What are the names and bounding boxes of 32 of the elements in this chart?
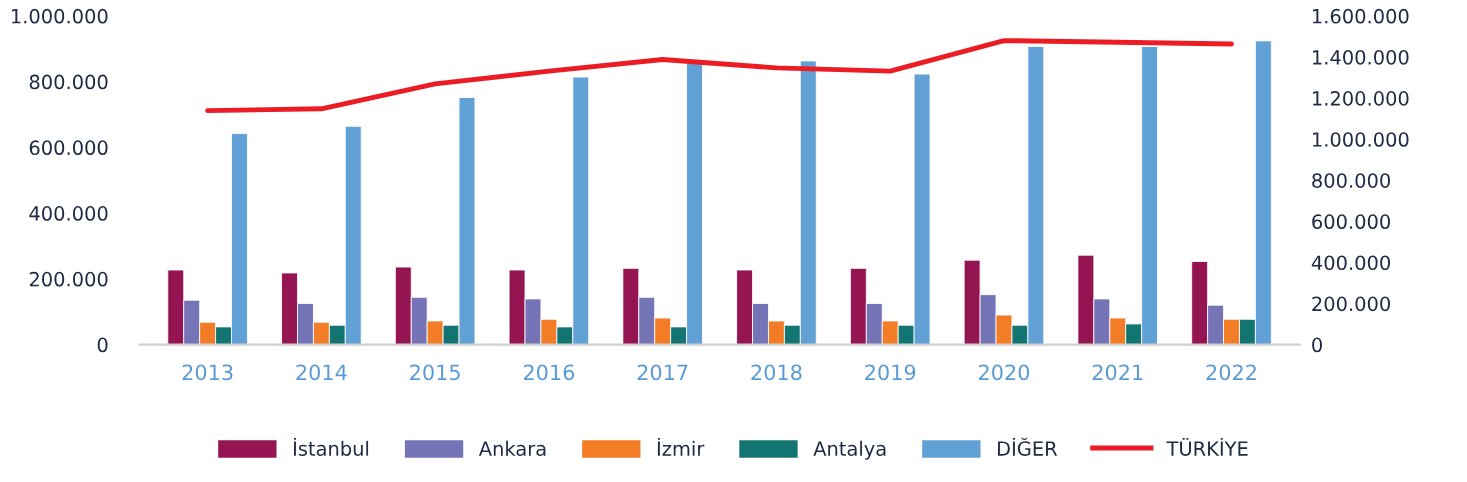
y-tick-label: 600.000 xyxy=(29,140,108,156)
legend-label: TÜRKİYE xyxy=(1166,437,1248,456)
y-tick-label: 800.000 xyxy=(29,74,108,90)
y-tick-label: 200.000 xyxy=(29,271,108,287)
y2-tick-label: 800.000 xyxy=(1312,173,1390,188)
x-tick-label: 2020 xyxy=(978,364,1030,381)
y-tick-label: 400.000 xyxy=(29,206,108,221)
y2-tick-label: 0 xyxy=(1312,337,1322,353)
y2-tick-label: 600.000 xyxy=(1312,214,1390,230)
x-tick-label: 2013 xyxy=(182,364,233,381)
x-tick-label: 2021 xyxy=(1092,364,1143,381)
legend-label: İzmir xyxy=(657,437,705,456)
legend-label: Antalya xyxy=(813,440,886,460)
y-tick-label: 0 xyxy=(97,337,108,353)
y2-tick-label: 1.000.000 xyxy=(1313,132,1409,147)
y-tick-label: 1.000.000 xyxy=(11,8,108,24)
legend-label: DİĞER xyxy=(997,437,1058,456)
line-series xyxy=(205,38,1234,114)
y2-tick-label: 200.000 xyxy=(1312,296,1390,312)
x-tick-label: 2016 xyxy=(523,364,575,381)
x-tick-label: 2019 xyxy=(865,364,916,381)
x-tick-label: 2022 xyxy=(1206,364,1256,381)
x-tick-label: 2018 xyxy=(751,364,802,381)
legend-label: İstanbul xyxy=(293,437,369,456)
y2-tick-label: 1.600.000 xyxy=(1313,8,1409,24)
y2-tick-label: 1.400.000 xyxy=(1313,49,1409,65)
legend-label: Ankara xyxy=(478,440,546,456)
x-tick-label: 2017 xyxy=(637,364,688,381)
x-tick-label: 2015 xyxy=(410,364,460,381)
y2-tick-label: 400.000 xyxy=(1311,255,1390,271)
x-tick-label: 2014 xyxy=(296,364,347,381)
y2-tick-label: 1.200.000 xyxy=(1313,91,1409,106)
